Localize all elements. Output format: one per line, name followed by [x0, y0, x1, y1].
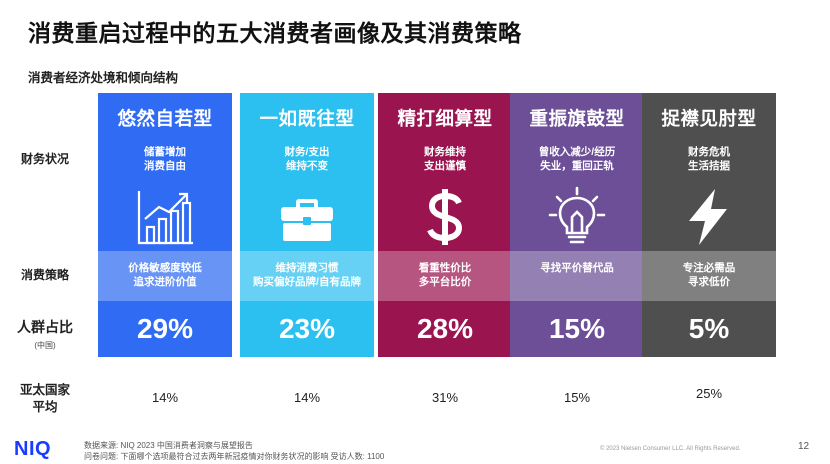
persona-share: 23% [278, 313, 336, 344]
copyright-notice: © 2023 Nielsen Consumer LLC. All Rights … [600, 446, 741, 452]
source-line: 数据来源: NIQ 2023 中国消费者洞察与展望报告 [84, 441, 253, 450]
persona-strategy: 寻找平价替代品 [510, 251, 644, 301]
persona-strategy: 维持消费习惯 购买偏好品牌/自有品牌 [240, 251, 374, 301]
persona-name: 一如既往型 [259, 108, 355, 129]
persona-card-4: 重振旗鼓型 曾收入减少/经历 失业，重回正轨 寻找平价替代品 15% [510, 93, 644, 357]
persona-name: 重振旗鼓型 [529, 108, 625, 129]
dollar-sign-icon [427, 189, 463, 245]
page-title: 消费重启过程中的五大消费者画像及其消费策略 [28, 20, 522, 46]
apac-average-value: 25% [695, 386, 723, 401]
persona-finance: 财务危机 生活拮据 [688, 146, 730, 172]
persona-name: 悠然自若型 [117, 108, 213, 129]
persona-finance: 财务维持 支出谨慎 [424, 146, 466, 172]
survey-question-line: 问卷问题: 下面哪个选项最符合过去两年新冠疫情对你财务状况的影响 受访人数: 1… [84, 452, 385, 461]
persona-share: 5% [688, 313, 730, 344]
persona-strategy: 看重性价比 多平台比价 [378, 251, 512, 301]
data-source-note: 数据来源: NIQ 2023 中国消费者洞察与展望报告 问卷问题: 下面哪个选项… [84, 440, 384, 462]
persona-finance: 曾收入减少/经历 失业，重回正轨 [538, 146, 616, 172]
persona-card-3: 精打细算型 财务维持 支出谨慎 看重性价比 多平台比价 28% [378, 93, 512, 357]
persona-name: 捉襟见肘型 [661, 108, 757, 129]
apac-average-value: 14% [151, 390, 179, 405]
light-bulb-icon [548, 186, 606, 244]
row-label-share-region: (中国) [34, 341, 56, 350]
persona-strategy: 价格敏感度较低 追求进阶价值 [98, 251, 232, 301]
persona-strategy: 专注必需品 寻求低价 [642, 251, 776, 301]
persona-finance: 财务/支出 维持不变 [284, 146, 330, 172]
row-label-finance: 财务状况 [20, 152, 69, 166]
persona-share: 15% [548, 313, 606, 344]
persona-share: 29% [136, 313, 194, 344]
persona-share: 28% [416, 313, 474, 344]
niq-logo: NIQ [14, 438, 52, 460]
persona-finance: 储蓄增加 消费自由 [144, 146, 186, 172]
bar-chart-growth-icon [137, 191, 193, 245]
row-label-strategy: 消费策略 [20, 268, 69, 282]
row-label-share: 人群占比 [17, 319, 73, 335]
persona-card-5: 捉襟见肘型 财务危机 生活拮据 专注必需品 寻求低价 5% [642, 93, 776, 357]
persona-card-1: 悠然自若型 储蓄增加 消费自由 价格敏感度较低 追求进阶价值 29% [98, 93, 232, 357]
page-number: 12 [798, 441, 810, 452]
row-label-apac-line2: 平均 [32, 400, 58, 414]
apac-average-value: 15% [563, 390, 591, 405]
apac-average-value: 31% [431, 390, 459, 405]
row-label-apac: 亚太国家 平均 [0, 382, 90, 416]
persona-name: 精打细算型 [397, 108, 493, 129]
page-subtitle: 消费者经济处境和倾向结构 [28, 71, 179, 85]
apac-average-value: 14% [293, 390, 321, 405]
briefcase-icon [281, 199, 333, 241]
persona-card-2: 一如既往型 财务/支出 维持不变 维持消费习惯 购买偏好品牌/自有品牌 23% [240, 93, 374, 357]
lightning-bolt-icon [689, 189, 727, 245]
row-label-apac-line1: 亚太国家 [19, 383, 70, 397]
